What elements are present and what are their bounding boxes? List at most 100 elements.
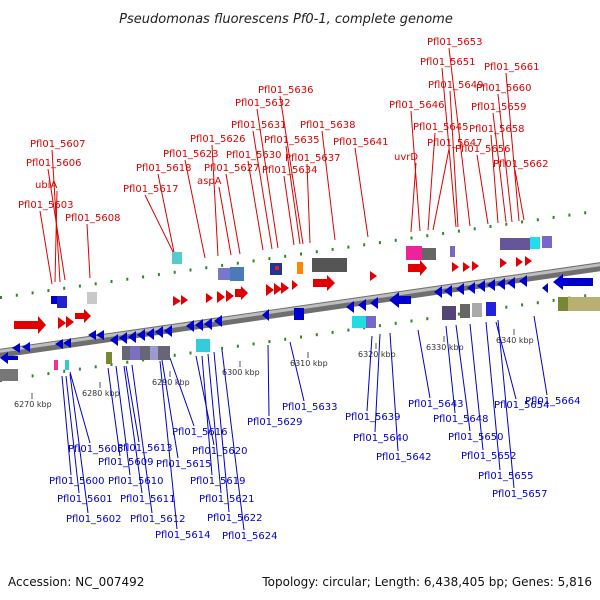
gene-arrow: [88, 330, 104, 340]
gene-box: [230, 267, 244, 281]
gene-label-top: Pfl01_5606: [26, 158, 82, 169]
gene-label-top: Pfl01_5649: [428, 80, 484, 91]
scale-dot: [489, 225, 492, 228]
gene-label-top: Pfl01_5646: [389, 100, 445, 111]
top-label-connector: [54, 190, 58, 283]
scale-dot: [31, 291, 34, 295]
top-label-connector: [449, 90, 459, 228]
gene-arrow: [389, 292, 411, 308]
bottom-label-connector: [497, 319, 515, 489]
bottom-label-connector: [201, 355, 213, 476]
scale-dot: [110, 280, 113, 283]
bottom-label-connector: [389, 332, 399, 452]
gene-box: [297, 262, 303, 274]
scale-dot: [505, 222, 508, 226]
scale-dot: [457, 312, 460, 316]
tick-label: 6310 kbp: [290, 359, 328, 368]
scale-tick-marks: 6270 kbp 6280 kbp 6290 kbp 6300 kbp 6310 kbp…: [14, 329, 534, 409]
gene-label-bottom: Pfl01_5639: [345, 412, 401, 423]
accession-text: Accession: NC_007492: [8, 575, 144, 589]
gene-box: [106, 352, 112, 364]
gene-label-bottom: Pfl01_5657: [492, 489, 548, 500]
scale-dot: [31, 374, 34, 378]
gene-label-bottom: Pfl01_5601: [57, 494, 113, 505]
tick-label: 6280 kbp: [82, 389, 120, 398]
gene-label-bottom: Pfl01_5616: [172, 427, 228, 438]
scale-dot: [126, 277, 129, 281]
bottom-label-connector: [61, 375, 72, 476]
bottom-label-connector: [374, 333, 381, 433]
gene-arrow: [186, 315, 222, 332]
top-label-connector: [410, 110, 421, 232]
gene-label-top: Pfl01_5653: [427, 37, 483, 48]
scale-dot: [410, 236, 413, 240]
gene-label-top: Pfl01_5641: [333, 137, 389, 148]
gene-label-top: Pfl01_5632: [235, 98, 291, 109]
gene-box: [558, 297, 568, 311]
gene-box: [460, 304, 470, 318]
gene-label-top: Pfl01_5626: [190, 134, 246, 145]
tick-label: 6300 kbp: [222, 368, 260, 377]
gene-label-bottom: Pfl01_5621: [199, 494, 255, 505]
gene-label-bottom: Pfl01_5624: [222, 531, 278, 542]
bottom-label-connector: [267, 344, 270, 417]
bottom-label-connector: [65, 375, 80, 494]
scale-dot: [94, 282, 97, 286]
top-label-connector: [490, 134, 499, 224]
bottom-label-connector: [213, 351, 230, 513]
gene-arrow: [434, 275, 527, 298]
gene-label-top: Pfl01_5638: [300, 120, 356, 131]
gene-box: [87, 292, 97, 304]
bottom-label-connector: [107, 367, 121, 457]
scale-dot: [189, 351, 192, 355]
top-label-connector: [432, 148, 450, 231]
gene-box: [530, 237, 540, 249]
scale-dot: [315, 250, 318, 254]
gene-arrow: [0, 342, 30, 364]
top-label-connector: [321, 130, 336, 241]
bottom-label-connector: [289, 341, 305, 402]
scale-dot: [331, 247, 334, 251]
scale-dot: [173, 353, 176, 357]
scale-dot: [584, 211, 587, 215]
scale-dot: [410, 319, 413, 323]
gene-label-top: Pfl01_5658: [469, 124, 525, 135]
gene-box: [122, 346, 170, 360]
scale-dot: [536, 218, 539, 222]
gene-label-top: Pfl01_5608: [65, 213, 121, 224]
gene-label-top: Pfl01_5637: [285, 153, 341, 164]
bottom-label-connector: [533, 315, 548, 396]
scale-dot: [126, 360, 129, 364]
bottom-label-connector: [445, 325, 456, 414]
gene-label-top: Pfl01_5603: [18, 200, 74, 211]
scale-dot: [63, 369, 66, 373]
scale-dot: [78, 284, 81, 288]
gene-label-bottom: Pfl01_5652: [461, 451, 517, 462]
scale-dot: [552, 298, 555, 302]
gene-label-top: aspA: [197, 176, 222, 187]
gene-label-bottom: Pfl01_5609: [98, 457, 154, 468]
forward-gene-labels: Pfl01_5607 Pfl01_5606 ubiA Pfl01_5603 Pfl01_…: [18, 37, 549, 224]
scale-dot: [536, 301, 539, 305]
colored-gene-boxes: [0, 236, 600, 381]
gene-label-bottom: Pfl01_5642: [376, 452, 432, 463]
scale-dot: [347, 328, 350, 332]
top-label-connector: [211, 144, 219, 257]
bottom-label-connector: [69, 373, 89, 514]
scale-dot: [0, 296, 2, 299]
bottom-label-connector: [159, 360, 178, 530]
gene-box: [294, 308, 304, 320]
scale-dot: [268, 257, 271, 261]
gene-box: [352, 316, 366, 328]
gene-box: [500, 238, 530, 250]
gene-label-top: Pfl01_5607: [30, 139, 86, 150]
forward-genes: [14, 256, 532, 334]
scale-dot: [142, 275, 145, 279]
top-label-connector: [285, 145, 301, 245]
gene-label-top: Pfl01_5635: [264, 135, 320, 146]
scale-dot: [521, 303, 524, 307]
scale-dot: [284, 337, 287, 341]
bottom-label-connector: [221, 349, 245, 531]
scale-dot: [521, 220, 524, 224]
